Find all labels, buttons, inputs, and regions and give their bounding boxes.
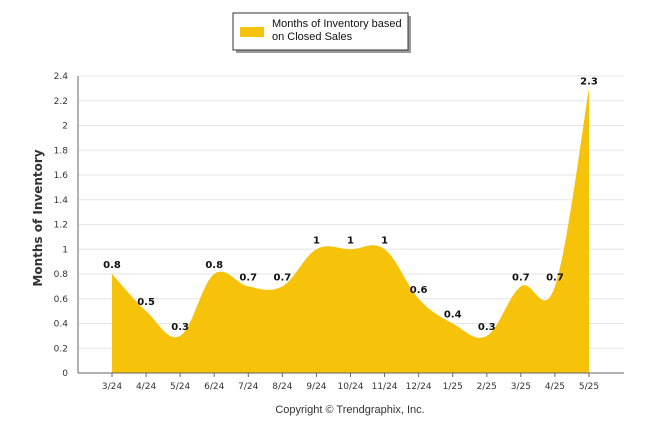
x-tick-label: 4/24 [136,382,156,392]
x-tick-label: 7/24 [238,382,258,392]
data-label: 0.7 [239,272,257,283]
x-tick-label: 5/24 [170,382,190,392]
x-tick-label: 1/25 [443,382,463,392]
copyright-text: Copyright © Trendgraphix, Inc. [275,404,424,416]
x-tick-label: 10/24 [338,382,364,392]
y-tick-label: 0.2 [54,344,68,354]
y-tick-label: 2.4 [54,72,69,82]
legend-label-line-1: Months of Inventory based [272,18,402,30]
data-label: 0.7 [546,272,564,283]
data-labels: 0.8 0.5 0.3 0.8 0.7 0.7 1 1 1 0.6 0.4 0.3 0.7 0.7 2.3 [103,76,598,333]
x-tick-label: 4/25 [545,382,565,392]
y-axis-ticks: 0 0.2 0.4 0.6 0.8 1 1.2 1.4 1.6 1.8 2 2.2 2.4 [54,72,69,379]
y-tick-label: 1.8 [54,146,69,156]
data-label: 0.3 [171,322,189,333]
y-axis-title: Months of Inventory [31,149,45,286]
data-label: 0.8 [103,260,121,271]
area-fill [112,88,589,373]
data-label: 0.4 [444,310,462,321]
data-label: 1 [347,235,354,246]
x-tick-label: 3/24 [102,382,122,392]
y-tick-label: 2 [62,122,68,132]
data-label: 0.7 [273,272,291,283]
data-label: 2.3 [580,76,598,87]
y-tick-label: 0.4 [54,320,69,330]
data-label: 0.7 [512,272,530,283]
data-label: 0.5 [137,297,155,308]
x-tick-label: 5/25 [579,382,599,392]
y-tick-label: 0 [62,369,68,379]
x-tick-label: 2/25 [477,382,497,392]
y-tick-label: 1.6 [54,171,69,181]
y-tick-label: 2.2 [54,97,68,107]
y-tick-label: 1.2 [54,221,68,231]
y-tick-label: 0.6 [54,295,69,305]
data-label: 1 [313,235,320,246]
x-tick-label: 8/24 [272,382,292,392]
data-label: 0.6 [410,285,428,296]
x-tick-label: 12/24 [406,382,432,392]
x-axis-ticks: 3/24 4/24 5/24 6/24 7/24 8/24 9/24 10/24 11/24 12… [102,373,599,392]
data-label: 1 [381,235,388,246]
x-tick-label: 9/24 [306,382,326,392]
y-tick-label: 1 [62,245,68,255]
x-tick-label: 11/24 [372,382,398,392]
data-label: 0.8 [205,260,223,271]
y-tick-label: 1.4 [54,196,69,206]
data-label: 0.3 [478,322,496,333]
legend: Months of Inventory based on Closed Sale… [232,12,411,53]
x-tick-label: 3/25 [511,382,531,392]
y-tick-label: 0.8 [54,270,69,280]
legend-label-line-2: on Closed Sales [272,31,353,43]
legend-swatch [240,27,264,37]
x-tick-label: 6/24 [204,382,224,392]
area-series [112,88,589,373]
